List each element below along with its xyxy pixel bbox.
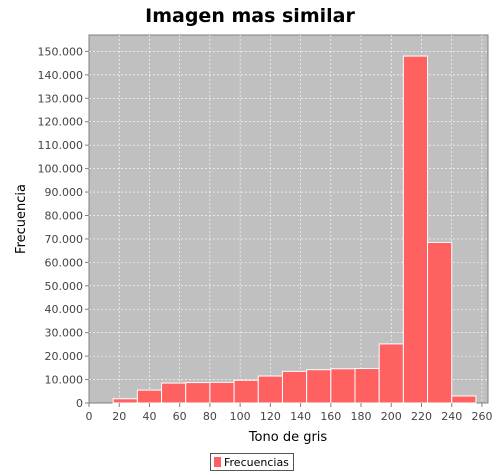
x-tick-label: 80 xyxy=(203,410,217,423)
chart-title: Imagen mas similar xyxy=(145,5,355,27)
x-tick-label: 180 xyxy=(351,410,372,423)
y-tick-label: 10.000 xyxy=(45,374,84,387)
x-tick-label: 220 xyxy=(411,410,432,423)
x-tick-label: 40 xyxy=(142,410,156,423)
x-axis-ticks: 0 20 40 60 80 100 120 140 160 180 200 220 240 260 xyxy=(86,403,492,423)
y-tick-label: 30.000 xyxy=(45,327,84,340)
x-tick-label: 240 xyxy=(441,410,462,423)
legend-label: Frecuencias xyxy=(224,455,289,469)
x-tick-label: 200 xyxy=(381,410,402,423)
histogram-bar xyxy=(233,379,259,404)
x-tick-label: 100 xyxy=(230,410,251,423)
histogram-bar xyxy=(209,381,235,404)
y-tick-label: 50.000 xyxy=(45,280,84,293)
histogram-bar xyxy=(427,241,453,404)
x-tick-label: 160 xyxy=(320,410,341,423)
y-tick-label: 130.000 xyxy=(38,92,84,105)
y-tick-label: 40.000 xyxy=(45,303,84,316)
x-tick-label: 140 xyxy=(290,410,311,423)
x-tick-label: 120 xyxy=(260,410,281,423)
x-tick-label: 0 xyxy=(86,410,93,423)
y-tick-label: 120.000 xyxy=(38,116,84,129)
histogram-bar xyxy=(306,369,332,404)
histogram-bar xyxy=(185,382,211,404)
y-tick-label: 150.000 xyxy=(38,45,84,58)
y-tick-label: 60.000 xyxy=(45,256,84,269)
y-axis-label: Frecuencia xyxy=(14,184,29,254)
y-tick-label: 70.000 xyxy=(45,233,84,246)
y-tick-label: 20.000 xyxy=(45,350,84,363)
histogram-bar xyxy=(451,395,477,404)
histogram-bar xyxy=(378,343,404,404)
x-tick-label: 60 xyxy=(173,410,187,423)
histogram-bar xyxy=(257,375,283,404)
histogram-bar xyxy=(330,368,356,404)
bars xyxy=(112,55,477,404)
x-axis-label: Tono de gris xyxy=(248,430,328,445)
y-axis-ticks: 0 10.000 20.000 30.000 40.000 50.000 60.000 70.… xyxy=(38,45,89,410)
histogram-bar xyxy=(281,370,308,404)
x-tick-label: 20 xyxy=(112,410,126,423)
y-tick-label: 100.000 xyxy=(38,163,84,176)
legend: Frecuencias xyxy=(210,453,294,471)
legend-swatch xyxy=(214,457,221,467)
histogram-bar xyxy=(354,368,380,404)
y-tick-label: 80.000 xyxy=(45,209,84,222)
y-tick-label: 0 xyxy=(76,397,83,410)
y-tick-label: 110.000 xyxy=(38,139,84,152)
histogram-bar xyxy=(136,389,163,404)
y-tick-label: 140.000 xyxy=(38,69,84,82)
y-tick-label: 90.000 xyxy=(45,186,84,199)
x-tick-label: 260 xyxy=(471,410,492,423)
histogram-bar xyxy=(161,382,187,404)
histogram-bar xyxy=(112,398,138,404)
histogram-bar xyxy=(402,55,429,404)
